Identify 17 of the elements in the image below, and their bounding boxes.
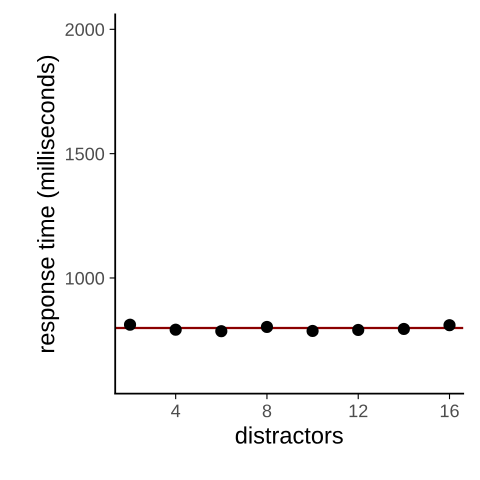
y-tick-label: 1000 bbox=[66, 272, 104, 285]
x-axis-title: distractors bbox=[236, 426, 343, 444]
point bbox=[124, 318, 136, 331]
x-tick-label: 16 bbox=[440, 404, 459, 418]
x-tick-label: 4 bbox=[171, 404, 180, 418]
x-tick-label: 12 bbox=[350, 404, 368, 418]
y-axis-title: response time (milliseconds) bbox=[37, 56, 60, 352]
point bbox=[170, 324, 182, 336]
point bbox=[215, 325, 228, 338]
y-tick-label: 2000 bbox=[66, 23, 104, 36]
point bbox=[443, 319, 456, 332]
point bbox=[398, 322, 410, 336]
point bbox=[306, 324, 319, 338]
y-tick-label: 1500 bbox=[66, 148, 104, 160]
point bbox=[260, 320, 274, 334]
point bbox=[352, 324, 364, 336]
x-tick-label: 8 bbox=[262, 404, 272, 418]
